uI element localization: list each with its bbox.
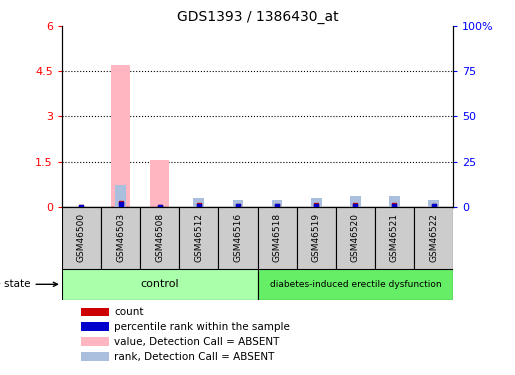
Point	[195, 203, 203, 209]
Bar	[233, 200, 243, 207]
Bar	[81, 322, 109, 331]
Text: GSM46519: GSM46519	[312, 213, 321, 262]
Point	[77, 204, 85, 210]
Title: GDS1393 / 1386430_at: GDS1393 / 1386430_at	[177, 10, 338, 24]
Point	[273, 203, 281, 209]
Text: GSM46503: GSM46503	[116, 213, 125, 262]
Bar	[414, 207, 453, 269]
Text: GSM46508: GSM46508	[155, 213, 164, 262]
Point	[156, 204, 164, 210]
Text: percentile rank within the sample: percentile rank within the sample	[114, 322, 290, 332]
Text: GSM46518: GSM46518	[272, 213, 282, 262]
Bar	[258, 207, 297, 269]
Bar	[375, 207, 414, 269]
Text: GSM46516: GSM46516	[233, 213, 243, 262]
Text: value, Detection Call = ABSENT: value, Detection Call = ABSENT	[114, 337, 280, 347]
Bar	[101, 207, 140, 269]
Text: GSM46500: GSM46500	[77, 213, 86, 262]
Bar	[150, 160, 169, 207]
Text: GSM46521: GSM46521	[390, 213, 399, 262]
Bar	[115, 185, 126, 207]
Bar	[218, 207, 258, 269]
Bar	[297, 207, 336, 269]
Point	[116, 200, 125, 206]
Text: count: count	[114, 307, 144, 317]
Bar	[389, 196, 400, 207]
Bar	[81, 308, 109, 316]
Point	[77, 204, 85, 210]
Text: GSM46520: GSM46520	[351, 213, 360, 262]
Point	[156, 204, 164, 210]
Bar	[311, 198, 321, 207]
Text: disease state: disease state	[0, 279, 58, 289]
Point	[195, 202, 203, 208]
Point	[351, 202, 359, 208]
Bar	[62, 207, 101, 269]
Text: GSM46522: GSM46522	[429, 213, 438, 262]
Point	[234, 202, 242, 208]
Bar	[140, 207, 179, 269]
Point	[351, 202, 359, 208]
Text: control: control	[140, 279, 179, 289]
Bar	[258, 269, 453, 300]
Bar	[350, 196, 360, 207]
Text: rank, Detection Call = ABSENT: rank, Detection Call = ABSENT	[114, 352, 275, 362]
Point	[430, 202, 438, 208]
Bar	[272, 200, 282, 207]
Point	[430, 203, 438, 209]
Bar	[81, 352, 109, 361]
Bar	[336, 207, 375, 269]
Bar	[428, 200, 439, 207]
Point	[234, 203, 242, 209]
Bar	[111, 65, 130, 207]
Point	[390, 202, 399, 208]
Bar	[194, 198, 204, 207]
Point	[312, 202, 320, 208]
Bar	[81, 338, 109, 346]
Point	[273, 202, 281, 208]
Point	[390, 202, 399, 208]
Bar	[62, 269, 258, 300]
Point	[312, 203, 320, 209]
Point	[116, 201, 125, 207]
Bar	[179, 207, 218, 269]
Text: GSM46512: GSM46512	[194, 213, 203, 262]
Text: diabetes-induced erectile dysfunction: diabetes-induced erectile dysfunction	[269, 280, 441, 289]
